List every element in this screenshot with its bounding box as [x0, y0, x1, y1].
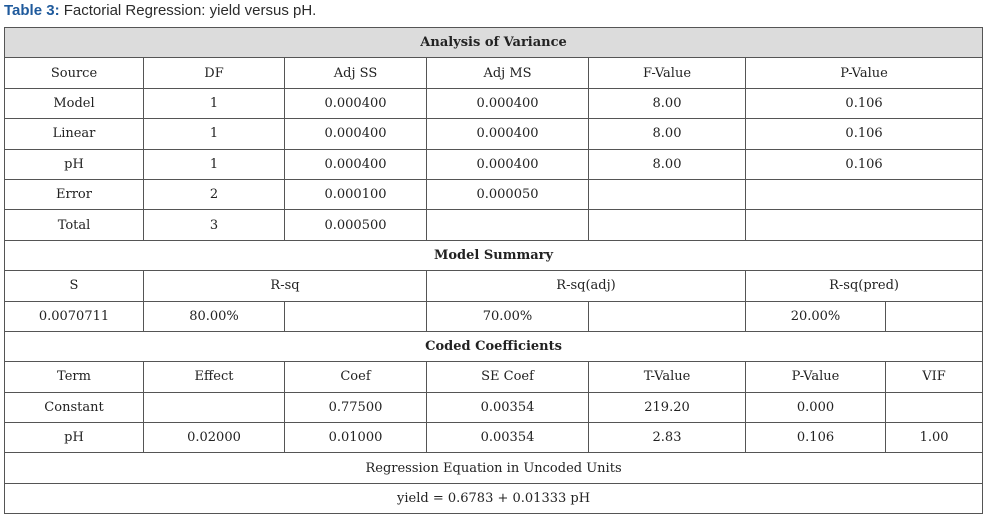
table-cell — [588, 178, 746, 211]
table-row: Linear 1 0.000400 0.000400 8.00 0.106 — [4, 118, 984, 150]
column-header: Term — [4, 361, 144, 393]
table-cell: 8.00 — [588, 118, 746, 150]
table-cell: 80.00% — [143, 300, 285, 332]
table-cell: 0.000400 — [284, 118, 427, 150]
caption-label: Table 3: — [4, 2, 60, 19]
table-cell: 219.20 — [588, 391, 746, 424]
table-cell: 0.01000 — [284, 422, 427, 454]
table-cell: 0.106 — [745, 422, 886, 454]
table-cell — [744, 178, 984, 211]
table-cell: 1 — [143, 118, 285, 150]
table-cell: 0.106 — [744, 148, 984, 180]
table-cell: 0.106 — [744, 118, 984, 150]
coefficients-title-row: Coded Coefficients — [3, 330, 984, 363]
table-cell: 8.00 — [588, 87, 746, 120]
table-cell: Total — [4, 209, 144, 241]
column-header: F-Value — [588, 57, 746, 89]
table-cell: 3 — [143, 209, 285, 241]
column-header: S — [4, 270, 144, 302]
table-cell — [143, 391, 285, 424]
table-cell: 0.0070711 — [4, 300, 144, 332]
table-cell — [426, 209, 589, 241]
anova-title: Analysis of Variance — [3, 26, 984, 59]
column-header: Effect — [143, 361, 285, 393]
regression-table: Analysis of Variance Source DF Adj SS Ad… — [3, 26, 984, 515]
table-cell: 1 — [143, 87, 285, 120]
table-cell: 0.106 — [744, 87, 984, 120]
table-cell: 0.00354 — [426, 391, 589, 424]
caption-text: Factorial Regression: yield versus pH. — [59, 2, 317, 19]
table-cell: pH — [4, 422, 144, 454]
anova-title-row: Analysis of Variance — [3, 26, 984, 59]
table-cell: 1 — [143, 148, 285, 180]
table-cell: 0.02000 — [143, 422, 285, 454]
empty-cell — [884, 300, 984, 332]
table-cell: 0.000400 — [284, 148, 427, 180]
table-cell: 70.00% — [426, 300, 589, 332]
model-summary-title: Model Summary — [3, 239, 984, 272]
column-header: VIF — [884, 361, 984, 393]
column-header: R-sq — [143, 270, 427, 302]
table-cell: 0.000400 — [284, 87, 427, 120]
regression-equation: yield = 0.6783 + 0.01333 pH — [3, 482, 984, 515]
table-cell: Error — [4, 178, 144, 211]
table-row: Error 2 0.000100 0.000050 — [4, 178, 984, 211]
table-cell: 0.000 — [745, 391, 886, 424]
column-header: DF — [143, 57, 285, 89]
table-cell: pH — [4, 148, 144, 180]
column-header: Coef — [284, 361, 427, 393]
table-cell: 0.77500 — [284, 391, 427, 424]
table-cell: 0.000400 — [426, 118, 589, 150]
table-cell: 0.000400 — [426, 87, 589, 120]
column-header: SE Coef — [426, 361, 589, 393]
column-header: Adj SS — [284, 57, 427, 89]
table-cell: 0.000500 — [284, 209, 427, 241]
table-cell — [744, 209, 984, 241]
table-cell — [588, 209, 746, 241]
table-cell: Model — [4, 87, 144, 120]
table-row: pH 0.02000 0.01000 0.00354 2.83 0.106 1.… — [4, 422, 984, 454]
table-cell: 0.00354 — [426, 422, 589, 454]
table-cell: 0.000050 — [426, 178, 589, 211]
model-summary-values-row: 0.0070711 80.00% 70.00% 20.00% — [4, 300, 984, 332]
table-cell: 1.00 — [884, 422, 984, 454]
column-header: R-sq(pred) — [744, 270, 984, 302]
empty-cell — [284, 300, 427, 332]
table-cell: Constant — [4, 391, 144, 424]
column-header: Source — [4, 57, 144, 89]
model-summary-header-row: S R-sq R-sq(adj) R-sq(pred) — [4, 270, 984, 302]
table-row: Constant 0.77500 0.00354 219.20 0.000 — [4, 391, 984, 424]
table-cell: 2 — [143, 178, 285, 211]
column-header: P-Value — [745, 361, 886, 393]
table-cell: 8.00 — [588, 148, 746, 180]
column-header: R-sq(adj) — [426, 270, 746, 302]
table-caption: Table 3: Factorial Regression: yield ver… — [4, 2, 316, 19]
column-header: T-Value — [588, 361, 746, 393]
anova-header-row: Source DF Adj SS Adj MS F-Value P-Value — [4, 57, 984, 89]
coefficients-title: Coded Coefficients — [3, 330, 984, 363]
table-cell: Linear — [4, 118, 144, 150]
table-row: Model 1 0.000400 0.000400 8.00 0.106 — [4, 87, 984, 120]
table-row: pH 1 0.000400 0.000400 8.00 0.106 — [4, 148, 984, 180]
table-cell — [884, 391, 984, 424]
table-cell: 0.000100 — [284, 178, 427, 211]
equation-row: yield = 0.6783 + 0.01333 pH — [3, 482, 984, 515]
column-header: P-Value — [744, 57, 984, 89]
model-summary-title-row: Model Summary — [3, 239, 984, 272]
table-cell: 2.83 — [588, 422, 746, 454]
table-cell: 0.000400 — [426, 148, 589, 180]
equation-title: Regression Equation in Uncoded Units — [3, 452, 984, 484]
empty-cell — [588, 300, 746, 332]
equation-title-row: Regression Equation in Uncoded Units — [3, 452, 984, 484]
table-row: Total 3 0.000500 — [4, 209, 984, 241]
column-header: Adj MS — [426, 57, 589, 89]
coefficients-header-row: Term Effect Coef SE Coef T-Value P-Value… — [4, 361, 984, 393]
table-cell: 20.00% — [745, 300, 886, 332]
